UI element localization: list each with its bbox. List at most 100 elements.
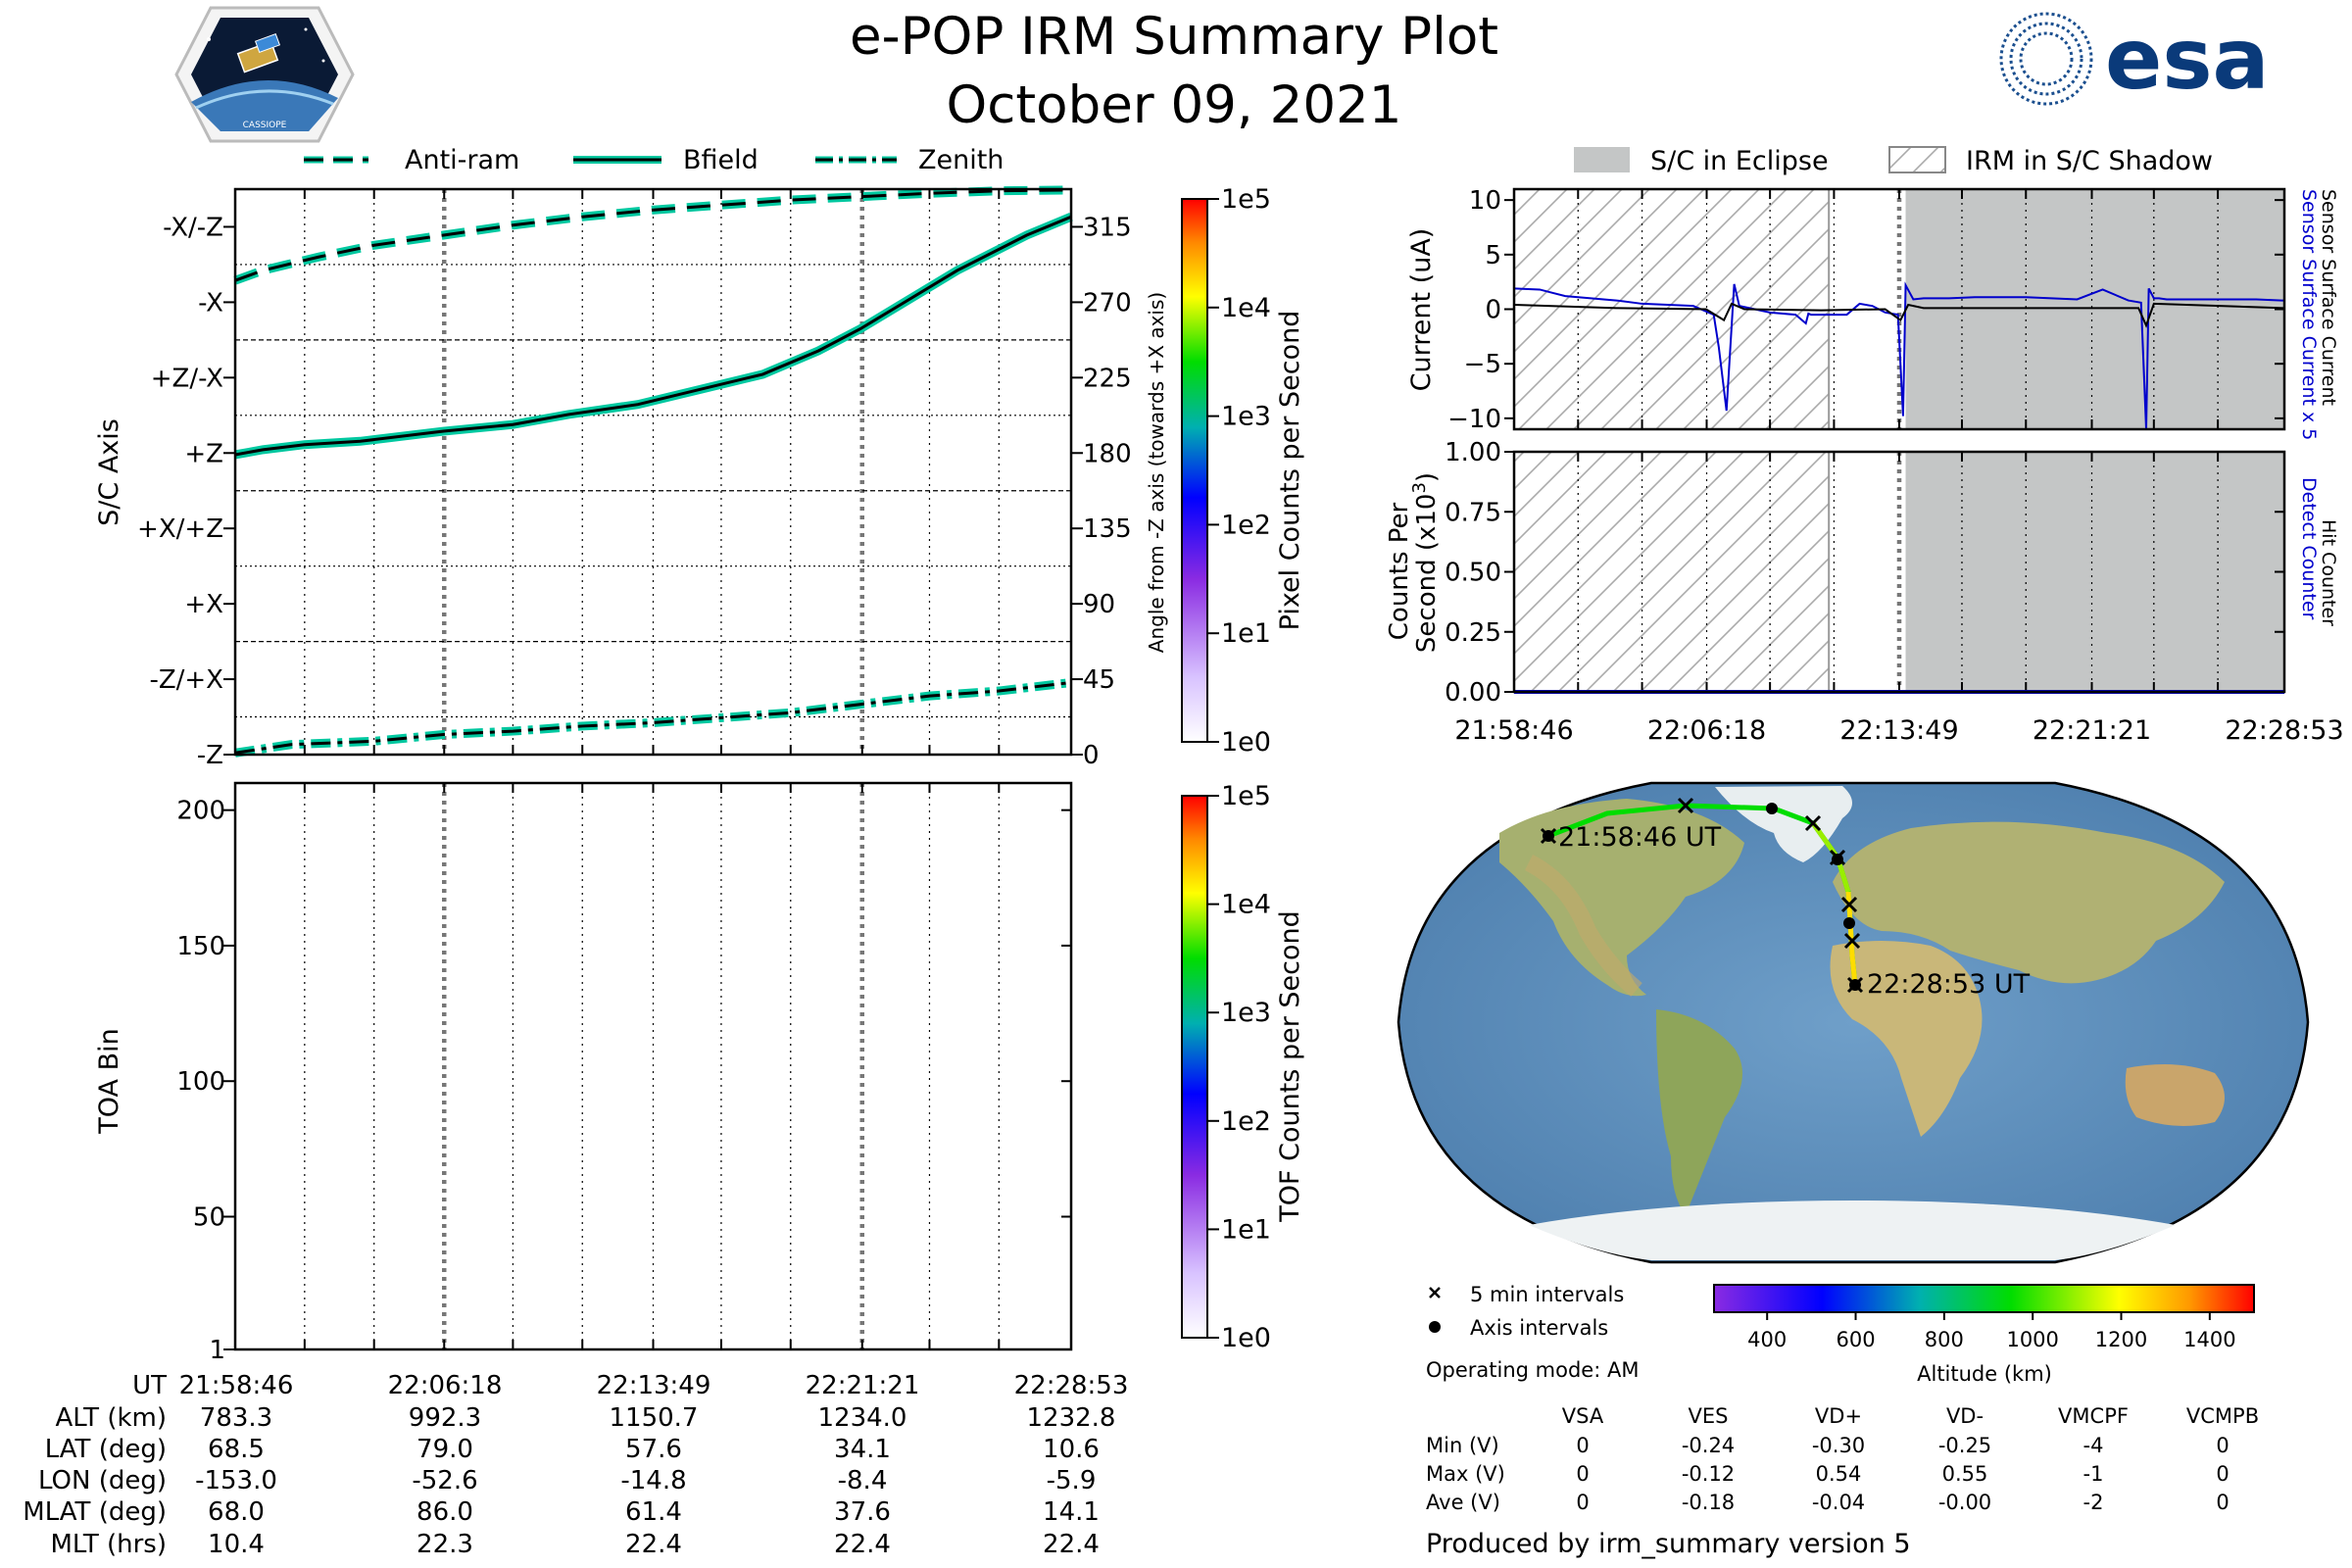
table-cell: -52.6 bbox=[412, 1466, 477, 1495]
voltage-cell: -0.00 bbox=[1938, 1491, 1991, 1514]
voltage-cell: -0.18 bbox=[1682, 1491, 1735, 1514]
voltage-cell: -0.25 bbox=[1938, 1434, 1991, 1457]
current-right-label-2: Sensor Surface Current bbox=[2318, 189, 2339, 406]
series-sensor-surface-current bbox=[1513, 302, 2285, 328]
table-cell: -14.8 bbox=[620, 1466, 686, 1495]
pixel-colorbar-label: Pixel Counts per Second bbox=[1275, 311, 1305, 631]
current-right-label-1: Sensor Surface Current x 5 bbox=[2298, 189, 2320, 440]
voltage-cell: -2 bbox=[2083, 1491, 2104, 1514]
cassiope-logo-text: CASSIOPE bbox=[243, 121, 287, 130]
voltage-row-label: Min (V) bbox=[1426, 1434, 1499, 1457]
x-tick-label: 22:21:21 bbox=[2033, 715, 2151, 746]
voltage-cell: -0.12 bbox=[1682, 1462, 1735, 1486]
table-cell: 10.6 bbox=[1043, 1435, 1100, 1464]
map-africa bbox=[1830, 941, 1983, 1137]
voltage-col-header: VMCPF bbox=[2058, 1404, 2129, 1428]
y-tick-label: −5 bbox=[1464, 350, 1501, 379]
colorbar-tick-label: 1e1 bbox=[1221, 618, 1271, 649]
table-cell: 61.4 bbox=[625, 1497, 682, 1527]
esa-logo: esa bbox=[1999, 11, 2270, 109]
table-cell: 22.3 bbox=[416, 1530, 473, 1559]
y-tick-label: 1.00 bbox=[1445, 438, 1501, 467]
y-tick-label-left: +X bbox=[184, 590, 223, 619]
voltage-row-label: Max (V) bbox=[1426, 1462, 1505, 1486]
operating-mode: Operating mode: AM bbox=[1426, 1358, 1639, 1382]
y-tick-label: −10 bbox=[1447, 405, 1501, 434]
y-tick-label-right: 45 bbox=[1083, 665, 1115, 695]
counts-ylabel-1: Counts Per bbox=[1385, 502, 1414, 640]
shadow-swatch bbox=[1888, 146, 1946, 173]
colorbar-tick-label: 1e3 bbox=[1221, 402, 1271, 432]
table-row-label: MLAT (deg) bbox=[23, 1497, 167, 1527]
ephemeris-table: UT 21:58:46 22:06:18 22:13:49 22:21:21 22:28:… bbox=[23, 1371, 1128, 1559]
table-cell: 1234.0 bbox=[818, 1403, 907, 1433]
legend-bfield: Bfield bbox=[573, 145, 759, 175]
voltage-col-header: VD- bbox=[1946, 1404, 1984, 1428]
map-north-america bbox=[1499, 799, 1744, 997]
esa-logo-text: esa bbox=[2105, 11, 2270, 109]
legend-zenith: Zenith bbox=[815, 145, 1004, 175]
y-tick-label-right: 270 bbox=[1083, 288, 1132, 318]
map-greenland bbox=[1715, 786, 1852, 862]
voltage-cell: 0.54 bbox=[1816, 1462, 1862, 1486]
x-tick-label: 21:58:46 bbox=[1454, 715, 1573, 746]
map-antarctica bbox=[1529, 1200, 2176, 1260]
shadow-region bbox=[1513, 451, 1831, 693]
y-tick-label: 10 bbox=[1469, 186, 1501, 216]
table-cell: 22:06:18 bbox=[388, 1371, 503, 1400]
table-cell: 79.0 bbox=[416, 1435, 473, 1464]
table-cell: 22:13:49 bbox=[597, 1371, 711, 1400]
colorbar-tick-label: 1e5 bbox=[1221, 184, 1271, 215]
colorbar-tick-label: 1e4 bbox=[1221, 293, 1271, 323]
altitude-colorbar: 400 600 800 1000 1200 1400 Altitude (km) bbox=[1713, 1284, 2255, 1386]
colorbar-tick-label: 1e0 bbox=[1221, 727, 1271, 758]
counts-right-label-2: Hit Counter bbox=[2318, 519, 2339, 626]
legend-axis-label: Axis intervals bbox=[1470, 1316, 1608, 1340]
table-cell: 34.1 bbox=[834, 1435, 891, 1464]
figure-date: October 09, 2021 bbox=[947, 75, 1402, 135]
table-cell: 68.0 bbox=[208, 1497, 265, 1527]
voltage-cell: 0 bbox=[1576, 1462, 1589, 1486]
eclipse-legend-label: S/C in Eclipse bbox=[1650, 146, 1829, 176]
counts-right-label-1: Detect Counter bbox=[2298, 477, 2320, 620]
y-tick-label: 200 bbox=[176, 797, 225, 826]
map-south-america bbox=[1656, 1009, 1742, 1215]
y-tick-label: 0.50 bbox=[1445, 559, 1501, 588]
altitude-tick-label: 1200 bbox=[2095, 1328, 2147, 1351]
y-tick-label-left: +X/+Z bbox=[137, 514, 223, 544]
table-cell: -5.9 bbox=[1047, 1466, 1097, 1495]
y-tick-label-left: -Z/+X bbox=[149, 665, 223, 695]
y-tick-label: 150 bbox=[176, 932, 225, 961]
legend-antiram: Anti-ram bbox=[304, 145, 519, 175]
x-tick-label: 22:13:49 bbox=[1839, 715, 1958, 746]
series-anti-ram bbox=[234, 188, 1072, 282]
y-tick-label-left: +Z bbox=[184, 439, 223, 468]
table-row-label: LON (deg) bbox=[38, 1466, 167, 1495]
tof-ylabel: TOA Bin bbox=[94, 1028, 124, 1134]
y-tick-label-right: 225 bbox=[1083, 364, 1132, 393]
voltage-cell: 0 bbox=[1576, 1491, 1589, 1514]
table-cell: 22:21:21 bbox=[806, 1371, 920, 1400]
sc-axis-ylabel: S/C Axis bbox=[94, 418, 124, 526]
table-row-label: ALT (km) bbox=[55, 1403, 167, 1433]
footer-text: Produced by irm_summary version 5 bbox=[1426, 1529, 1911, 1559]
colorbar-tick-label: 1e5 bbox=[1221, 781, 1271, 811]
y-tick-label-right: 90 bbox=[1083, 590, 1115, 619]
counts-ylabel-2: Second (x103) bbox=[1409, 472, 1442, 653]
voltage-table: VSA VES VD+ VD- VMCPF VCMPB Min (V) 0 -0.24 -0.30… bbox=[1426, 1404, 2259, 1514]
current-ylabel: Current (uA) bbox=[1406, 228, 1437, 392]
voltage-cell: -4 bbox=[2083, 1434, 2104, 1457]
x-tick-label: 22:28:53 bbox=[2225, 715, 2343, 746]
map-eurasia bbox=[1833, 821, 2225, 984]
current-panel: 10 5 0 −5 −10 Current (uA) Sensor Surface Cu… bbox=[1406, 186, 2339, 440]
y-tick-label-left: -Z bbox=[197, 741, 223, 770]
legend-zenith-label: Zenith bbox=[918, 145, 1004, 175]
y-tick-label: 5 bbox=[1485, 241, 1501, 270]
colorbar-tick-label: 1e3 bbox=[1221, 998, 1271, 1028]
voltage-cell: -0.24 bbox=[1682, 1434, 1735, 1457]
table-cell: 22:28:53 bbox=[1014, 1371, 1129, 1400]
axis-marker-icon bbox=[1429, 1321, 1441, 1333]
voltage-cell: -1 bbox=[2083, 1462, 2104, 1486]
table-cell: -153.0 bbox=[195, 1466, 277, 1495]
